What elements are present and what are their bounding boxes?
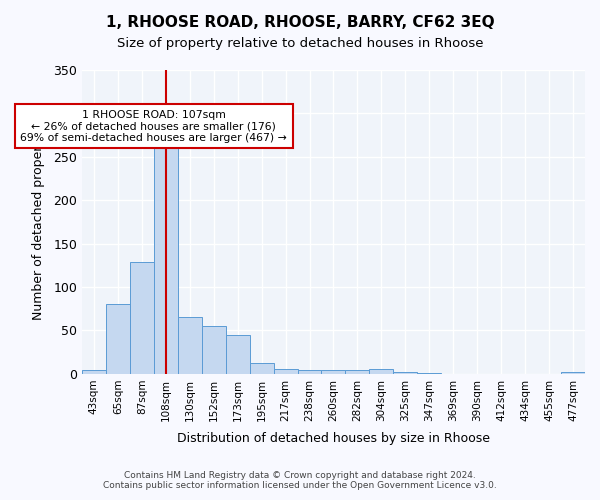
- Bar: [226, 335, 250, 374]
- Bar: [202, 326, 226, 374]
- Bar: [370, 368, 394, 374]
- Bar: [82, 370, 106, 374]
- Bar: [106, 304, 130, 374]
- Text: Contains HM Land Registry data © Crown copyright and database right 2024.
Contai: Contains HM Land Registry data © Crown c…: [103, 470, 497, 490]
- Bar: [418, 373, 441, 374]
- Text: 1 RHOOSE ROAD: 107sqm
← 26% of detached houses are smaller (176)
69% of semi-det: 1 RHOOSE ROAD: 107sqm ← 26% of detached …: [20, 110, 287, 143]
- Bar: [154, 148, 178, 374]
- Bar: [274, 368, 298, 374]
- Bar: [250, 364, 274, 374]
- X-axis label: Distribution of detached houses by size in Rhoose: Distribution of detached houses by size …: [177, 432, 490, 445]
- Bar: [394, 372, 418, 374]
- Bar: [298, 370, 322, 374]
- Bar: [346, 370, 370, 374]
- Text: Size of property relative to detached houses in Rhoose: Size of property relative to detached ho…: [117, 38, 483, 51]
- Text: 1, RHOOSE ROAD, RHOOSE, BARRY, CF62 3EQ: 1, RHOOSE ROAD, RHOOSE, BARRY, CF62 3EQ: [106, 15, 494, 30]
- Bar: [322, 370, 346, 374]
- Y-axis label: Number of detached properties: Number of detached properties: [32, 124, 45, 320]
- Bar: [561, 372, 585, 374]
- Bar: [178, 318, 202, 374]
- Bar: [130, 262, 154, 374]
